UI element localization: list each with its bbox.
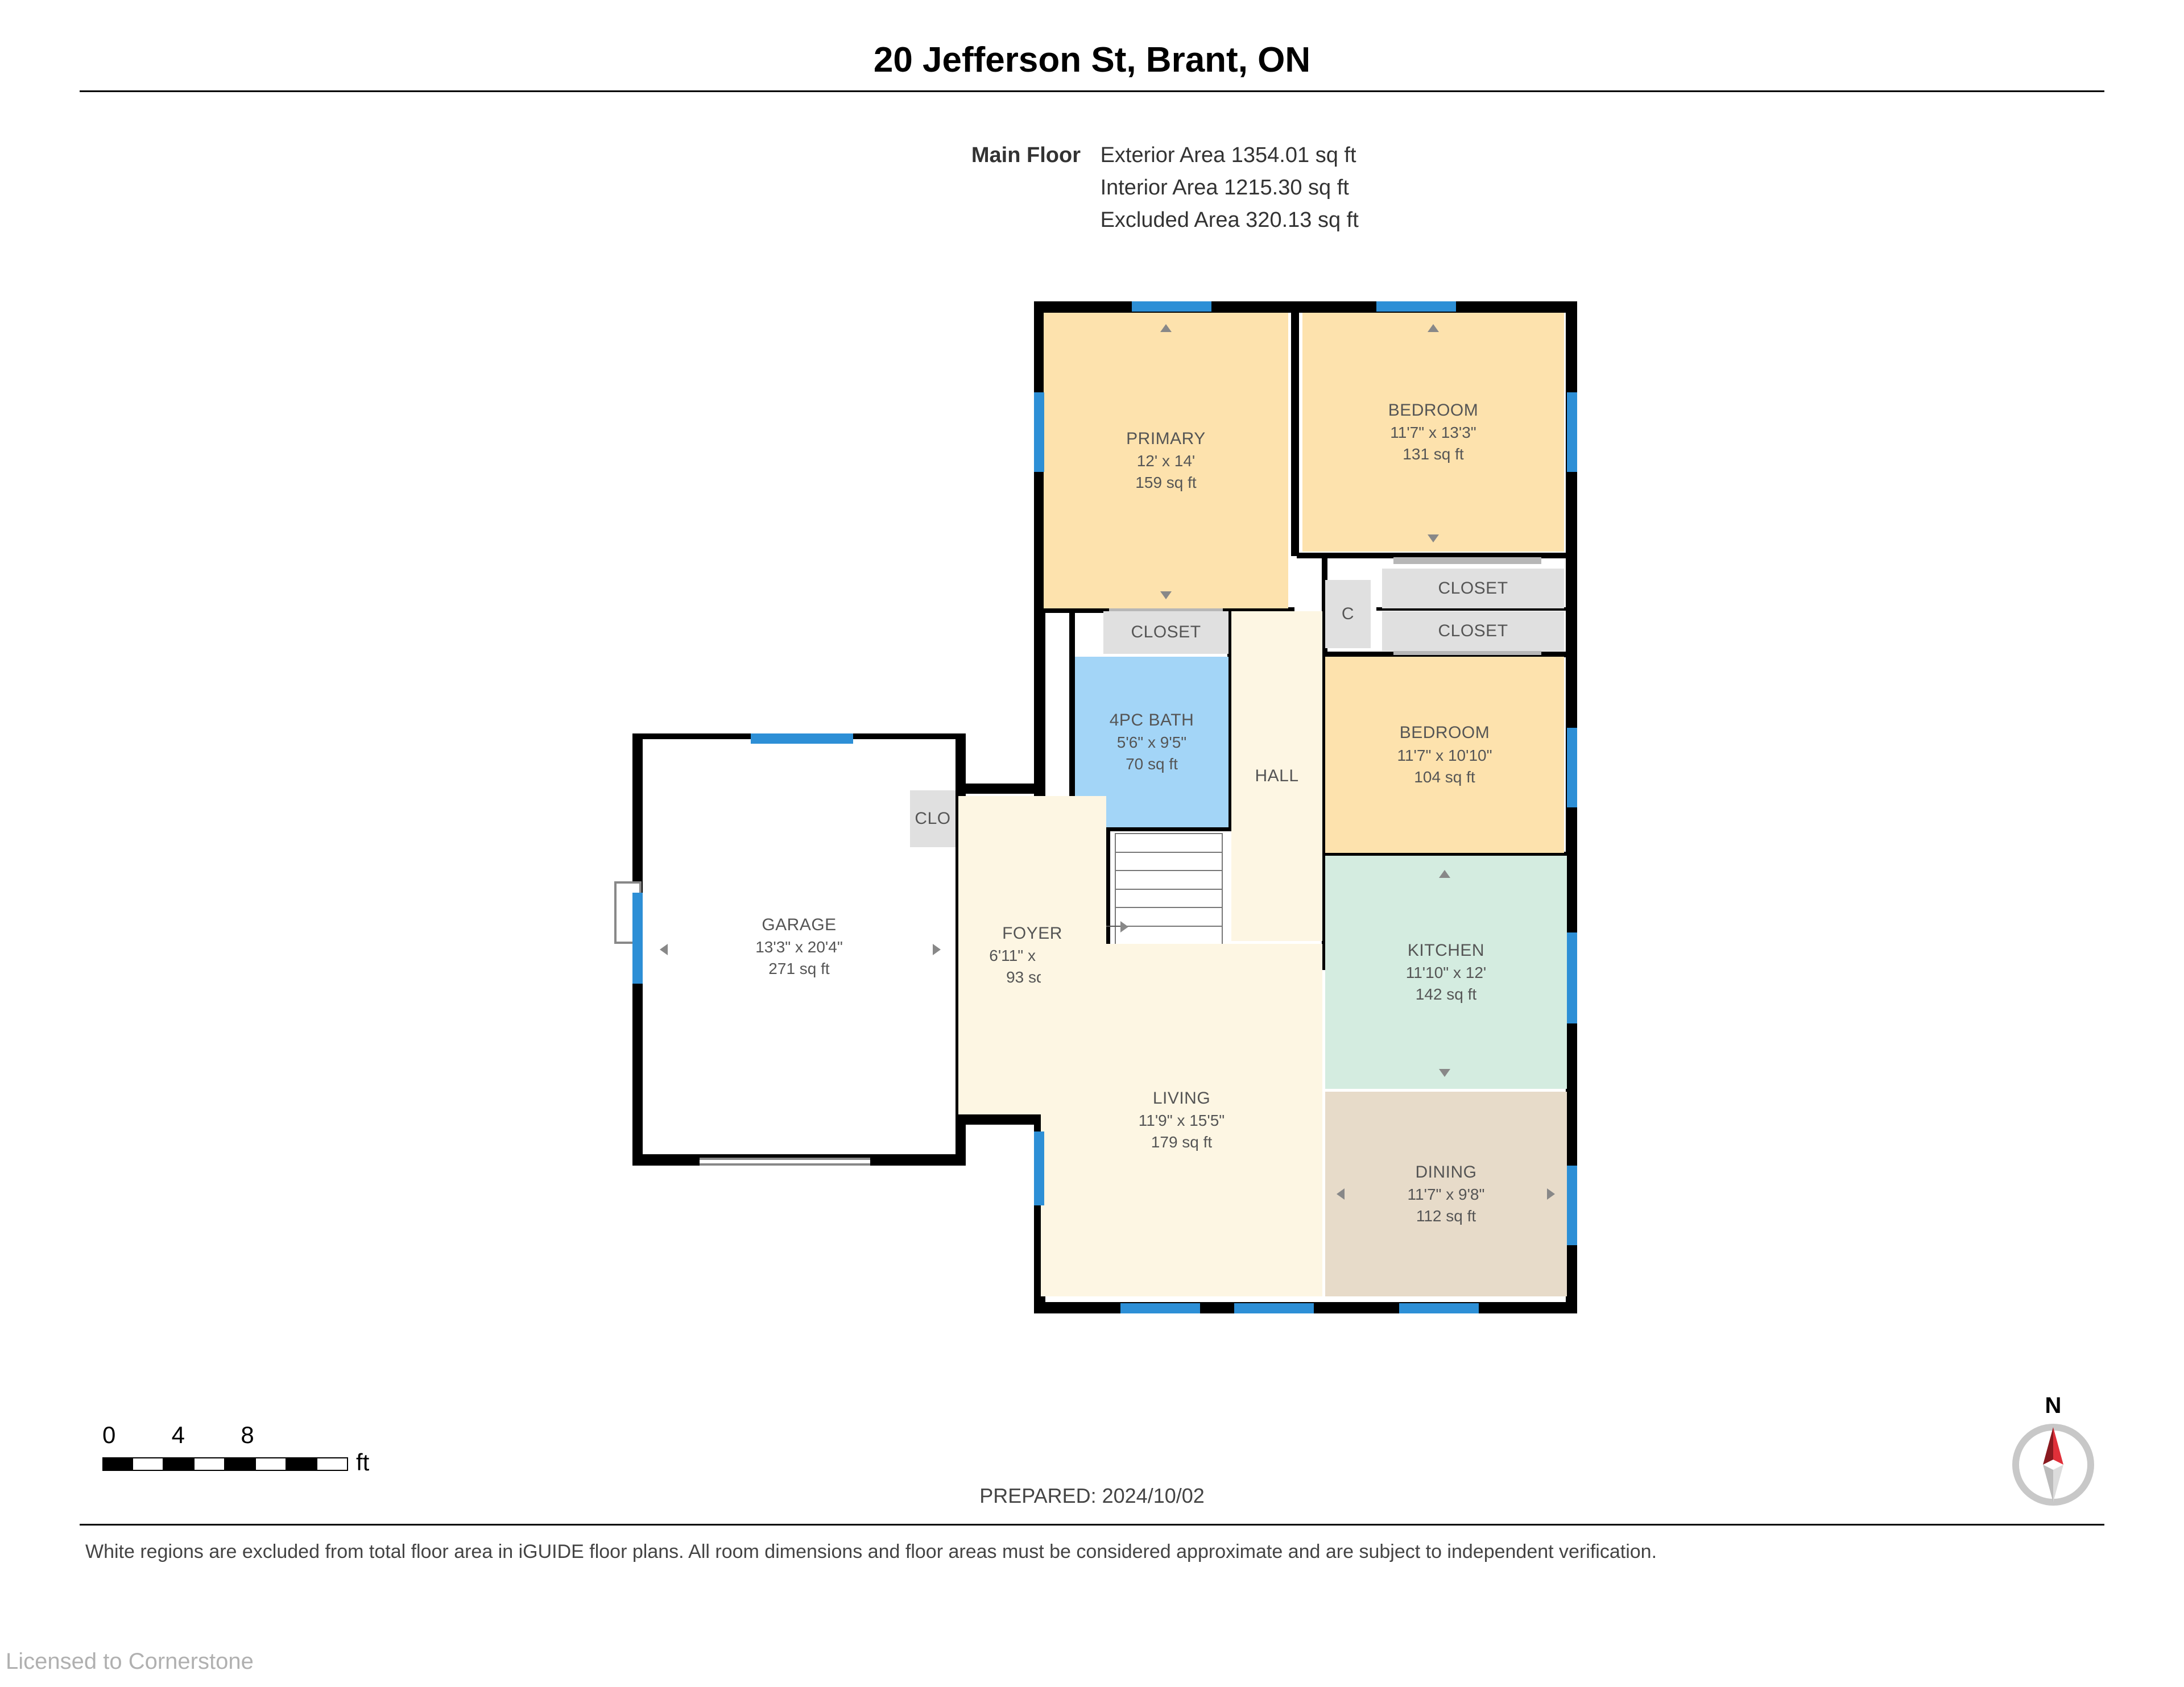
room-dim: 11'7" x 9'8" (1408, 1184, 1485, 1205)
room-name: BEDROOM (1400, 722, 1490, 745)
window (1234, 1303, 1314, 1313)
caret (1439, 1069, 1450, 1077)
room-dining: DINING11'7" x 9'8"112 sq ft (1325, 1092, 1567, 1296)
scale-segment (102, 1457, 133, 1471)
room-dim: 11'7" x 13'3" (1390, 422, 1476, 443)
window (1567, 1166, 1577, 1245)
disclaimer: White regions are excluded from total fl… (85, 1541, 1657, 1563)
window (1399, 1303, 1479, 1313)
caret (660, 944, 668, 955)
room-name: DINING (1416, 1161, 1477, 1184)
scale-segment (317, 1457, 348, 1471)
room-living: LIVING11'9" x 15'5"179 sq ft (1041, 944, 1322, 1296)
window (1132, 301, 1211, 312)
room-hall: HALL (1231, 611, 1322, 941)
scale-unit: ft (356, 1449, 369, 1476)
caret (933, 944, 941, 955)
floor-plan: DN UP F/P GARAGE13'3" x 20'4"271 sq ftPR… (643, 296, 1598, 1336)
compass-n-label: N (2008, 1393, 2099, 1419)
title-rule (80, 90, 2104, 92)
window (632, 893, 643, 984)
room-dim: 11'10" x 12' (1406, 962, 1487, 984)
room-name: KITCHEN (1408, 939, 1484, 963)
scale-segment (225, 1457, 256, 1471)
caret (1428, 534, 1439, 542)
room-area: 271 sq ft (768, 958, 829, 980)
room-dim: 11'9" x 15'5" (1139, 1110, 1225, 1131)
room-closet_p: CLOSET (1103, 611, 1228, 654)
room-dim: 5'6" x 9'5" (1117, 732, 1186, 753)
compass: N (2008, 1393, 2099, 1507)
room-closet_c: C (1325, 580, 1371, 648)
exterior-area: Exterior Area 1354.01 sq ft (1087, 143, 1356, 167)
window (1120, 1303, 1200, 1313)
doorbar-closet1 (1393, 557, 1541, 564)
page-title: 20 Jefferson St, Brant, ON (0, 0, 2184, 80)
caret (1547, 1188, 1555, 1200)
room-area: 70 sq ft (1126, 753, 1178, 775)
interior-area: Interior Area 1215.30 sq ft (1087, 176, 1349, 200)
room-name: CLOSET (1131, 621, 1201, 644)
garage-door (700, 1158, 870, 1166)
room-primary: PRIMARY12' x 14'159 sq ft (1044, 313, 1288, 608)
window (1034, 392, 1044, 472)
room-bedroom1: BEDROOM11'7" x 13'3"131 sq ft (1302, 313, 1564, 552)
wall-primary-bed1 (1291, 312, 1299, 556)
scale-segment (287, 1457, 317, 1471)
window (1376, 301, 1456, 312)
room-area: 104 sq ft (1414, 766, 1475, 788)
scale-segment (164, 1457, 195, 1471)
room-name: BEDROOM (1388, 399, 1479, 422)
caret (1439, 870, 1450, 878)
room-name: LIVING (1153, 1087, 1210, 1110)
room-name: 4PC BATH (1110, 709, 1194, 732)
window (751, 733, 853, 744)
area-info: Main Floor Exterior Area 1354.01 sq ft I… (961, 139, 1359, 237)
compass-icon (2011, 1422, 2096, 1507)
up-arrow-head (1120, 921, 1128, 932)
caret (1160, 591, 1172, 599)
caret (1337, 1188, 1345, 1200)
room-name: FOYER (1002, 922, 1062, 946)
window (1567, 392, 1577, 472)
room-name: CLOSET (1438, 620, 1508, 643)
scale-tick-1: 4 (172, 1421, 233, 1449)
room-dim: 12' x 14' (1137, 450, 1196, 472)
caret (1428, 324, 1439, 332)
scale-tick-0: 0 (102, 1421, 164, 1449)
room-area: 112 sq ft (1416, 1205, 1476, 1227)
room-closet2: CLOSET (1382, 611, 1564, 651)
room-area: 142 sq ft (1416, 984, 1476, 1005)
caret (1160, 324, 1172, 332)
floor-label: Main Floor (961, 139, 1081, 172)
license-text: Licensed to Cornerstone (6, 1649, 254, 1674)
scale-segment (256, 1457, 287, 1471)
room-name: CLO (915, 807, 950, 831)
room-name: PRIMARY (1126, 428, 1206, 451)
room-name: HALL (1255, 765, 1298, 788)
room-dim: 11'7" x 10'10" (1397, 745, 1492, 766)
window (1567, 932, 1577, 1023)
excluded-area: Excluded Area 320.13 sq ft (1087, 208, 1359, 232)
window (1567, 728, 1577, 807)
room-closet1: CLOSET (1382, 569, 1564, 608)
room-garage: GARAGE13'3" x 20'4"271 sq ft (643, 739, 956, 1154)
room-area: 131 sq ft (1403, 443, 1463, 465)
scale-bar: 0 4 8 ft (102, 1421, 369, 1476)
room-name: C (1342, 603, 1354, 626)
room-name: GARAGE (762, 914, 836, 937)
prepared-date: PREPARED: 2024/10/02 (979, 1484, 1205, 1508)
room-bedroom2: BEDROOM11'7" x 10'10"104 sq ft (1325, 657, 1564, 853)
room-kitchen: KITCHEN11'10" x 12'142 sq ft (1325, 856, 1567, 1089)
room-name: CLOSET (1438, 577, 1508, 600)
scale-segment (195, 1457, 225, 1471)
footer-rule (80, 1524, 2104, 1526)
scale-tick-2: 8 (241, 1421, 302, 1449)
scale-segment (133, 1457, 164, 1471)
room-clo_f: CLO (910, 790, 956, 847)
room-area: 159 sq ft (1135, 472, 1196, 494)
room-dim: 13'3" x 20'4" (755, 936, 843, 958)
window (1034, 1131, 1044, 1205)
room-area: 179 sq ft (1151, 1131, 1212, 1153)
